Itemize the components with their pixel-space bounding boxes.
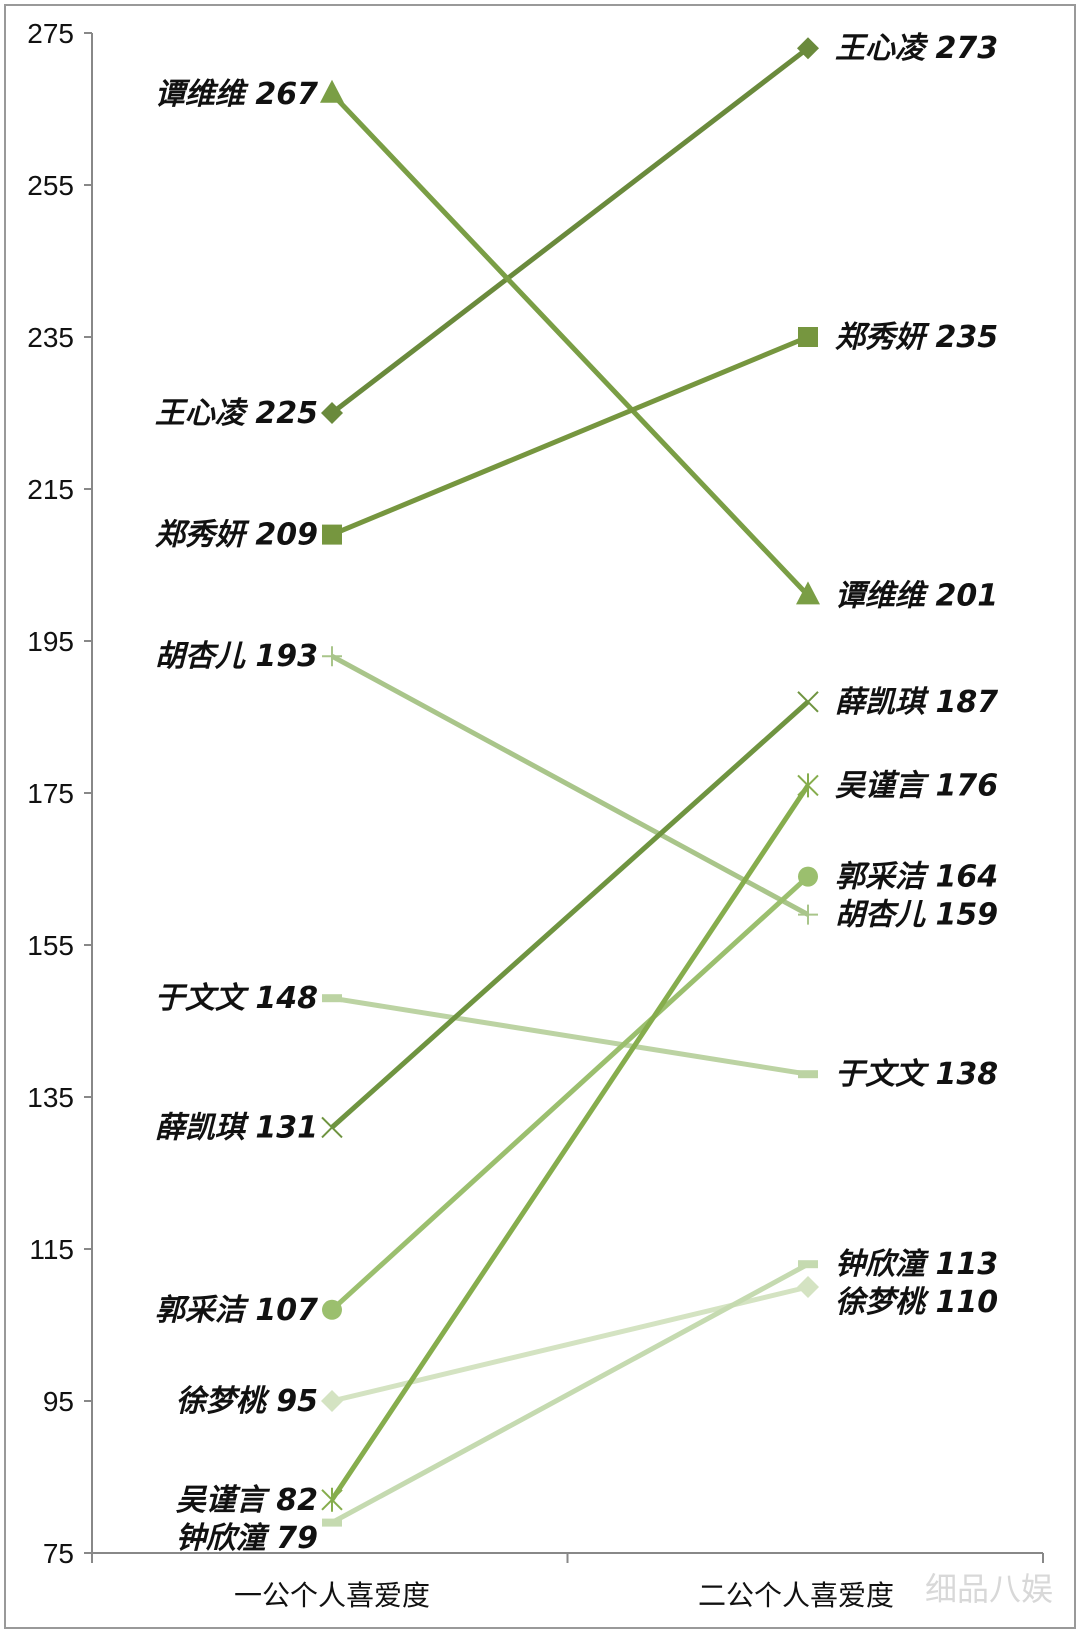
y-tick-label: 195 (27, 626, 74, 657)
star-marker (321, 1487, 343, 1512)
series-line (330, 46, 810, 415)
series-line (330, 874, 810, 1312)
data-label: 吴谨言 176 (835, 768, 998, 803)
y-tick-label: 275 (27, 18, 74, 49)
x-category-label: 二公个人喜爱度 (698, 1579, 894, 1612)
y-tick-label: 235 (27, 322, 74, 353)
y-tick-label: 255 (27, 170, 74, 201)
y-tick-label: 155 (27, 930, 74, 961)
data-label: 王心凌 273 (835, 31, 998, 66)
data-label: 钟欣潼 79 (176, 1521, 318, 1556)
x-marker (797, 691, 819, 713)
square-marker (798, 327, 818, 347)
series-郑秀妍 (322, 327, 818, 545)
star-marker (797, 773, 819, 798)
data-label: 郭采洁 164 (835, 860, 998, 895)
dash-marker (798, 1260, 818, 1269)
square-marker (322, 524, 342, 545)
diamond-marker (321, 402, 343, 424)
data-label: 胡杏儿 193 (155, 639, 318, 674)
y-tick-label: 95 (43, 1386, 74, 1417)
circle-marker (322, 1299, 342, 1320)
series-王心凌 (321, 37, 819, 424)
x-marker (321, 1116, 343, 1139)
diamond-marker (321, 1390, 343, 1412)
data-label: 王心凌 225 (155, 396, 318, 431)
data-label: 吴谨言 82 (176, 1483, 318, 1518)
series-line (331, 995, 809, 1077)
data-label: 薛凯琪 131 (155, 1110, 318, 1145)
series-于文文 (322, 994, 818, 1079)
series-line (330, 1262, 810, 1525)
y-tick-label: 175 (27, 778, 74, 809)
y-tick-label: 135 (27, 1082, 74, 1113)
y-tick-label: 75 (43, 1538, 74, 1569)
y-tick-label: 215 (27, 474, 74, 505)
circle-marker (798, 866, 818, 887)
data-label: 郭采洁 107 (155, 1293, 318, 1328)
plus-marker (798, 904, 818, 925)
data-label: 谭维维 267 (155, 77, 318, 112)
data-label: 薛凯琪 187 (835, 685, 998, 720)
watermark: 细品八娱 (925, 1570, 1053, 1608)
data-label: 于文文 148 (155, 981, 318, 1016)
series-郭采洁 (322, 866, 818, 1320)
series-line (330, 699, 810, 1130)
series-line (331, 334, 809, 537)
y-tick-label: 115 (29, 1234, 74, 1265)
x-category-label: 一公个人喜爱度 (234, 1579, 430, 1612)
series-line (330, 654, 810, 917)
series-line (329, 784, 811, 1502)
chart-frame (4, 4, 1076, 1629)
dash-marker (322, 1518, 342, 1527)
series-薛凯琪 (321, 691, 819, 1139)
data-label: 徐梦桃 95 (176, 1384, 318, 1419)
data-label: 胡杏儿 159 (835, 898, 998, 933)
series-胡杏儿 (322, 646, 818, 925)
diamond-marker (797, 1276, 819, 1298)
series-吴谨言 (321, 773, 819, 1512)
triangle-marker (320, 79, 344, 103)
data-label: 谭维维 201 (835, 578, 998, 613)
data-label: 郑秀妍 235 (835, 320, 998, 355)
data-label: 徐梦桃 110 (835, 1285, 998, 1320)
plus-marker (322, 646, 342, 667)
series-钟欣潼 (322, 1260, 818, 1527)
data-label: 钟欣潼 113 (835, 1247, 998, 1282)
series-line (330, 92, 810, 598)
series-谭维维 (320, 79, 820, 605)
dash-marker (322, 994, 342, 1003)
data-label: 郑秀妍 209 (155, 518, 318, 553)
diamond-marker (797, 37, 819, 60)
triangle-marker (796, 581, 820, 605)
dash-marker (798, 1070, 818, 1079)
data-label: 于文文 138 (835, 1057, 998, 1092)
